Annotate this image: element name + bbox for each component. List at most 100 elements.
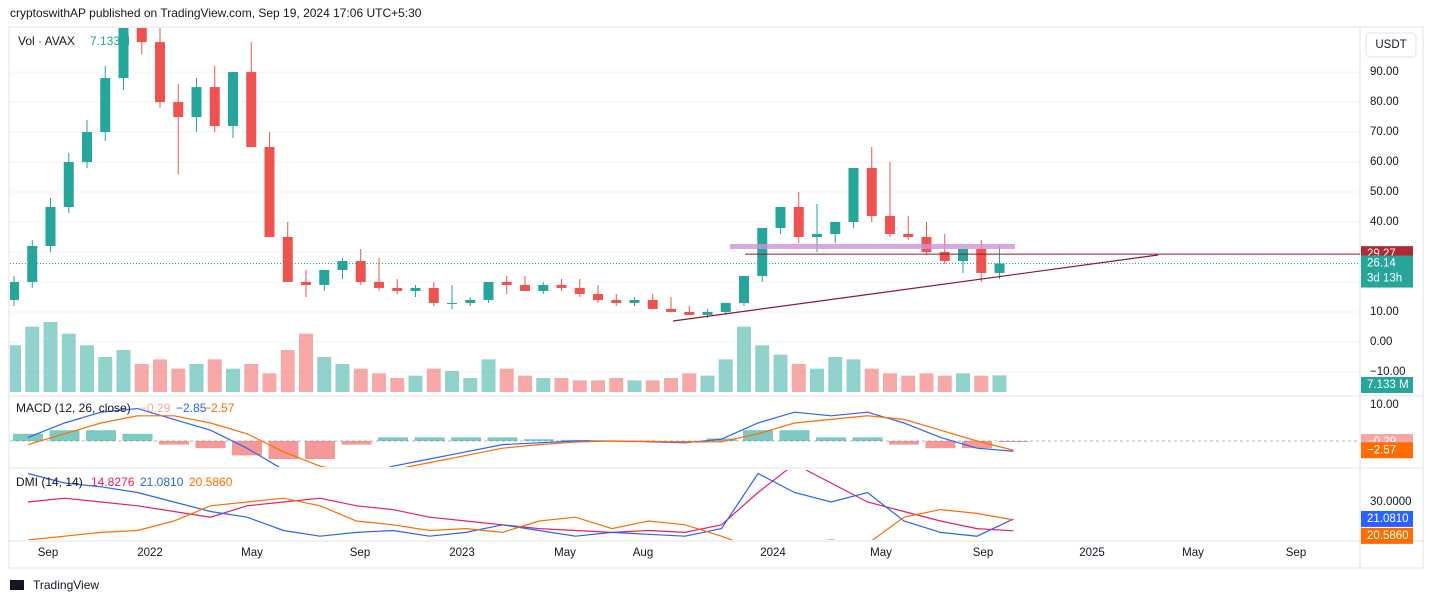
indicator-line — [27, 415, 1014, 467]
y-tick-label: 50.00 — [1370, 186, 1399, 198]
trendline — [672, 254, 1159, 322]
volume-bar — [518, 375, 532, 392]
adx-value: 14.8276 — [91, 475, 135, 489]
candle-body — [374, 281, 384, 288]
volume-bar — [171, 368, 186, 392]
volume-bar — [901, 375, 916, 392]
indicator-line — [27, 407, 1014, 467]
candle-body — [812, 233, 822, 237]
histogram-bar — [49, 430, 80, 441]
histogram-bar — [779, 430, 810, 441]
axis-box-label: 21.0810 — [1367, 513, 1409, 525]
volume-bar — [226, 368, 240, 392]
candle-body — [100, 78, 111, 133]
y-tick-label: 30.0000 — [1370, 496, 1412, 508]
volume-bar — [390, 378, 405, 392]
candle-body — [264, 147, 275, 237]
time-label: Sep — [973, 547, 993, 559]
volume-bar — [773, 354, 788, 392]
candle-body — [155, 42, 165, 103]
candle-body — [118, 28, 129, 79]
candle-body — [301, 281, 311, 285]
volume-bar — [445, 371, 459, 392]
legend: Vol · AVAX — [18, 34, 75, 48]
candle-body — [556, 284, 567, 288]
minus-di-value: 20.5860 — [189, 475, 233, 489]
histogram-bar — [195, 440, 226, 449]
signal-value: −2.57 — [204, 401, 235, 415]
indicator-pane — [27, 470, 1014, 540]
histogram-bar — [122, 433, 153, 441]
candle-body — [830, 221, 841, 234]
volume-bar — [499, 368, 514, 392]
candle-body — [848, 168, 859, 222]
volume-bar — [116, 350, 131, 392]
volume-bar — [262, 373, 277, 392]
volume-bar — [755, 345, 770, 392]
histogram-bar — [816, 437, 846, 441]
volume-bar — [335, 364, 350, 392]
candle-body — [483, 281, 494, 300]
volume-bar — [134, 364, 149, 392]
volume-bar — [554, 378, 569, 392]
candle-body — [702, 311, 713, 315]
time-label: Sep — [38, 547, 58, 559]
candle-body — [82, 132, 92, 163]
zone-drawing — [730, 244, 1015, 249]
candle-body — [647, 299, 658, 309]
candle-body — [757, 227, 768, 276]
candle-body — [173, 102, 184, 118]
candle-body — [775, 207, 786, 228]
histogram-bar — [378, 437, 408, 441]
candle-body — [538, 284, 549, 291]
candle-body — [355, 260, 366, 282]
candle-body — [45, 207, 56, 246]
candle-body — [428, 287, 439, 303]
volume-bar — [572, 380, 587, 392]
currency-button[interactable] — [1365, 32, 1417, 58]
time-label: 2023 — [449, 547, 475, 559]
time-label: Sep — [1286, 547, 1306, 559]
y-tick-label: 80.00 — [1370, 96, 1399, 108]
axis-box-label: −2.57 — [1367, 444, 1396, 456]
candle-body — [191, 87, 202, 118]
candle-body — [739, 275, 749, 303]
currency[interactable]: USDT — [1375, 39, 1406, 51]
candle-body — [337, 260, 348, 270]
last-price: 26.14 — [1367, 258, 1396, 270]
candle-body — [958, 248, 968, 261]
volume-bar — [846, 359, 861, 392]
brand: TradingView — [33, 578, 99, 592]
volume-bar — [61, 333, 76, 392]
axis-box — [1361, 510, 1413, 527]
histogram-bar — [159, 440, 189, 445]
histogram-bar — [524, 439, 554, 441]
frame — [8, 26, 1424, 569]
histogram-bar — [414, 437, 445, 441]
histogram-bar — [998, 440, 1029, 443]
candle-body — [885, 215, 895, 234]
volume-bar — [791, 364, 806, 392]
candle-body — [209, 87, 220, 127]
time-label: Sep — [350, 547, 370, 559]
candle-body — [136, 28, 147, 43]
candle-body — [501, 281, 512, 285]
time-label: 2024 — [760, 547, 786, 559]
axis-box — [1361, 255, 1413, 288]
volume-bar — [937, 375, 952, 392]
candle-body — [666, 308, 676, 312]
volume-bar — [627, 380, 642, 392]
layer: Sep 2022 May Sep 2023 May Aug 2024 May Sep 2025 May… — [10, 28, 1413, 559]
volume-bar — [645, 380, 660, 392]
indicator-pane — [10, 407, 1360, 467]
y-tick-label: 0.00 — [1370, 336, 1392, 348]
axis-box-label: 20.5860 — [1367, 530, 1409, 542]
volume-bar — [864, 368, 879, 392]
countdown: 3d 13h — [1367, 273, 1402, 285]
candle-body — [866, 168, 877, 216]
axis-box — [1361, 442, 1413, 459]
volume-bar — [244, 364, 259, 392]
candle-body — [410, 287, 421, 291]
y-tick-label: 40.00 — [1370, 216, 1399, 228]
